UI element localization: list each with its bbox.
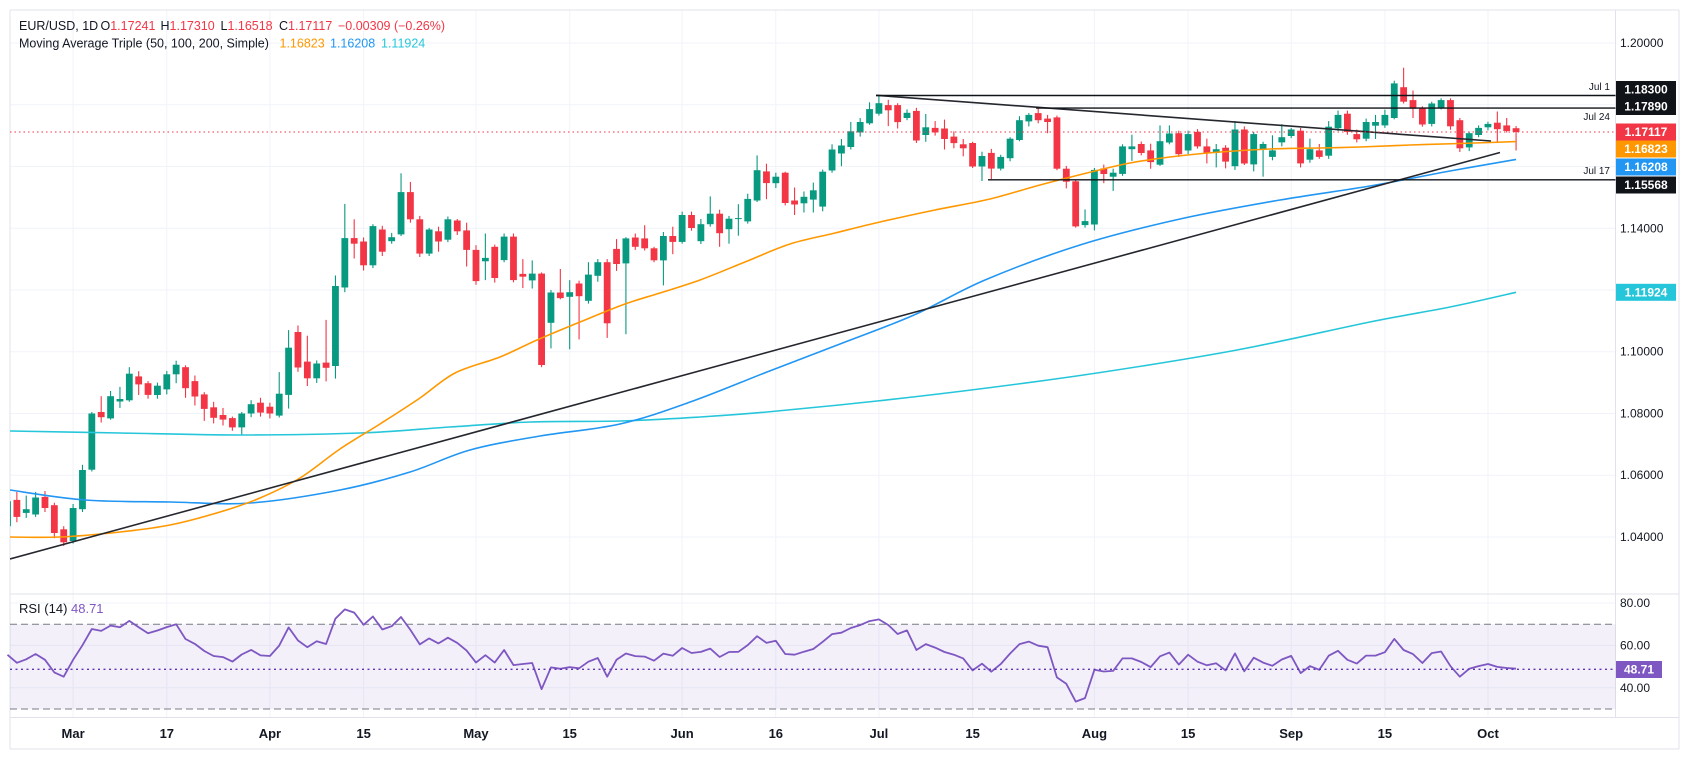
svg-text:L1.16518: L1.16518 bbox=[221, 19, 273, 33]
svg-text:Sep: Sep bbox=[1279, 726, 1303, 741]
svg-text:1.16823: 1.16823 bbox=[1624, 142, 1668, 156]
svg-text:1.06000: 1.06000 bbox=[1620, 468, 1664, 482]
svg-text:1.16208: 1.16208 bbox=[330, 37, 375, 51]
svg-text:Aug: Aug bbox=[1082, 726, 1107, 741]
svg-text:1.14000: 1.14000 bbox=[1620, 221, 1664, 235]
svg-text:1.20000: 1.20000 bbox=[1620, 36, 1664, 50]
svg-text:15: 15 bbox=[1181, 726, 1195, 741]
svg-text:17: 17 bbox=[160, 726, 174, 741]
svg-text:15: 15 bbox=[356, 726, 370, 741]
svg-text:Jul 17: Jul 17 bbox=[1583, 166, 1610, 177]
svg-text:1.11924: 1.11924 bbox=[381, 37, 425, 51]
svg-text:15: 15 bbox=[1378, 726, 1392, 741]
svg-text:15: 15 bbox=[562, 726, 576, 741]
svg-text:RSI (14): RSI (14) bbox=[19, 601, 67, 616]
svg-text:May: May bbox=[463, 726, 489, 741]
svg-text:Oct: Oct bbox=[1477, 726, 1499, 741]
svg-text:48.71: 48.71 bbox=[71, 601, 104, 616]
svg-text:40.00: 40.00 bbox=[1620, 681, 1650, 695]
svg-text:80.00: 80.00 bbox=[1620, 596, 1650, 610]
svg-text:16: 16 bbox=[769, 726, 783, 741]
svg-text:1.11924: 1.11924 bbox=[1625, 286, 1668, 300]
svg-text:1.17117: 1.17117 bbox=[1625, 125, 1668, 139]
svg-text:H1.17310: H1.17310 bbox=[161, 19, 215, 33]
svg-text:1.16823: 1.16823 bbox=[280, 37, 325, 51]
svg-text:Jul: Jul bbox=[870, 726, 889, 741]
svg-text:Jul 24: Jul 24 bbox=[1583, 112, 1610, 123]
svg-text:Mar: Mar bbox=[62, 726, 85, 741]
svg-text:1.10000: 1.10000 bbox=[1620, 345, 1664, 359]
svg-text:1.17890: 1.17890 bbox=[1624, 100, 1668, 114]
svg-text:60.00: 60.00 bbox=[1620, 638, 1650, 652]
svg-text:1.04000: 1.04000 bbox=[1620, 530, 1664, 544]
svg-text:EUR/USD, 1D: EUR/USD, 1D bbox=[19, 19, 98, 33]
svg-text:C1.17117: C1.17117 bbox=[279, 19, 332, 33]
svg-text:Jul 1: Jul 1 bbox=[1589, 82, 1611, 93]
svg-text:Jun: Jun bbox=[671, 726, 694, 741]
svg-text:Apr: Apr bbox=[259, 726, 281, 741]
svg-text:1.16208: 1.16208 bbox=[1624, 160, 1668, 174]
svg-text:O1.17241: O1.17241 bbox=[101, 19, 156, 33]
svg-text:−0.00309 (−0.26%): −0.00309 (−0.26%) bbox=[338, 19, 445, 33]
svg-text:1.15568: 1.15568 bbox=[1624, 178, 1668, 192]
svg-text:1.18300: 1.18300 bbox=[1624, 83, 1668, 97]
svg-text:Moving Average Triple (50, 100: Moving Average Triple (50, 100, 200, Sim… bbox=[19, 37, 269, 51]
svg-text:1.08000: 1.08000 bbox=[1620, 407, 1664, 421]
svg-text:48.71: 48.71 bbox=[1624, 663, 1654, 677]
svg-text:15: 15 bbox=[965, 726, 979, 741]
